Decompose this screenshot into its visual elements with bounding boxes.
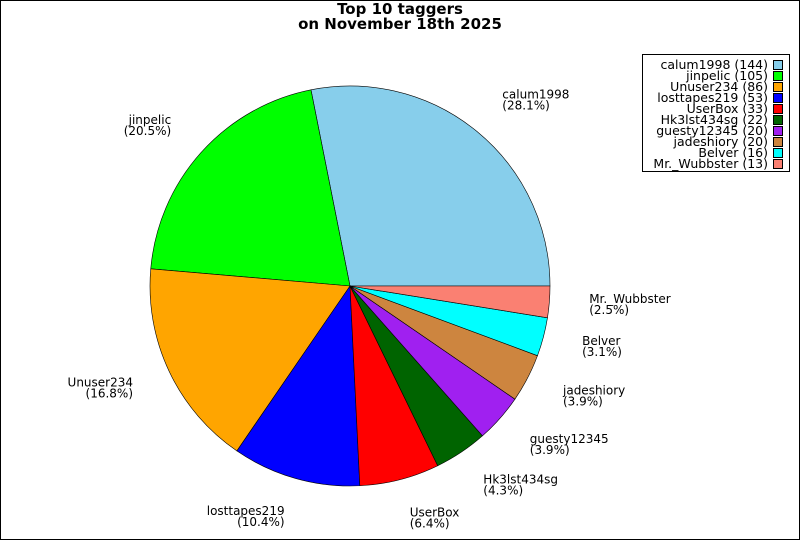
legend-swatch xyxy=(773,147,783,158)
legend-swatch xyxy=(773,158,783,169)
legend-swatch xyxy=(773,103,783,114)
legend-swatch xyxy=(773,70,783,81)
legend-item: Mr._Wubbster (13) xyxy=(653,157,783,170)
legend-item: calum1998 (144) xyxy=(660,58,783,71)
pie-slice-Mr._Wubbster xyxy=(349,285,551,319)
legend-item: guesty12345 (20) xyxy=(656,124,783,137)
slice-label-jinpelic: jinpelic xyxy=(128,113,172,127)
pie-slice-calum1998 xyxy=(310,85,551,287)
slice-label-UserBox: UserBox xyxy=(410,505,460,519)
pie-slices xyxy=(149,85,551,487)
slice-percent-UserBox: (6.4%) xyxy=(410,516,450,530)
legend-label: Unuser234 (86) xyxy=(670,79,768,94)
slice-label-losttapes219: losttapes219 xyxy=(207,504,285,518)
legend-item: jinpelic (105) xyxy=(686,69,783,82)
slice-label-Unuser234: Unuser234 xyxy=(68,376,133,390)
legend-swatch xyxy=(773,92,783,103)
slice-percent-jinpelic: (20.5%) xyxy=(124,124,171,138)
legend-item: UserBox (33) xyxy=(687,102,783,115)
slice-percent-calum1998: (28.1%) xyxy=(502,99,549,113)
slice-percent-guesty12345: (3.9%) xyxy=(530,443,570,457)
legend-label: losttapes219 (53) xyxy=(657,90,768,105)
legend-label: UserBox (33) xyxy=(686,101,768,116)
pie-slice-Unuser234 xyxy=(149,268,351,452)
slice-percent-Hk3lst434sg: (4.3%) xyxy=(483,484,523,498)
legend-label: jinpelic (105) xyxy=(686,68,768,83)
legend-swatch xyxy=(773,114,783,125)
chart-title: Top 10 taggers xyxy=(337,0,463,18)
slice-percent-Belver: (3.1%) xyxy=(582,345,622,359)
legend-item: losttapes219 (53) xyxy=(657,91,783,104)
legend-item: jadeshiory (20) xyxy=(674,135,783,148)
chart-title-block: Top 10 taggers on November 18th 2025 xyxy=(0,2,800,32)
pie-slice-jinpelic xyxy=(150,89,351,287)
legend-label: Belver (16) xyxy=(698,145,768,160)
legend-item: Hk3lst434sg (22) xyxy=(661,113,783,126)
slice-label-calum1998: calum1998 xyxy=(502,88,569,102)
slice-label-Belver: Belver xyxy=(582,334,620,348)
pie-labels: calum1998(28.1%) jinpelic(20.5%) Unuser234… xyxy=(68,88,671,531)
slice-label-Mr._Wubbster: Mr._Wubbster xyxy=(589,292,671,306)
legend-label: calum1998 (144) xyxy=(660,57,768,72)
legend-label: Mr._Wubbster (13) xyxy=(653,156,768,171)
legend-swatch xyxy=(773,59,783,70)
slice-label-guesty12345: guesty12345 xyxy=(530,432,609,446)
legend-item: Belver (16) xyxy=(698,146,783,159)
legend: calum1998 (144) jinpelic (105) Unuser234 (… xyxy=(642,54,790,172)
slice-percent-Mr._Wubbster: (2.5%) xyxy=(589,303,629,317)
slice-label-jadeshiory: jadeshiory xyxy=(562,384,625,398)
legend-label: guesty12345 (20) xyxy=(656,123,768,138)
slice-label-Hk3lst434sg: Hk3lst434sg xyxy=(483,473,558,487)
legend-swatch xyxy=(773,125,783,136)
legend-label: Hk3lst434sg (22) xyxy=(660,112,768,127)
slice-percent-Unuser234: (16.8%) xyxy=(86,387,133,401)
legend-swatch xyxy=(773,81,783,92)
chart-subtitle: on November 18th 2025 xyxy=(298,15,502,33)
slice-percent-losttapes219: (10.4%) xyxy=(237,515,284,529)
legend-item: Unuser234 (86) xyxy=(670,80,783,93)
slice-percent-jadeshiory: (3.9%) xyxy=(563,395,603,409)
legend-swatch xyxy=(773,136,783,147)
legend-label: jadeshiory (20) xyxy=(673,134,768,149)
pie-slice-losttapes219 xyxy=(236,285,361,487)
